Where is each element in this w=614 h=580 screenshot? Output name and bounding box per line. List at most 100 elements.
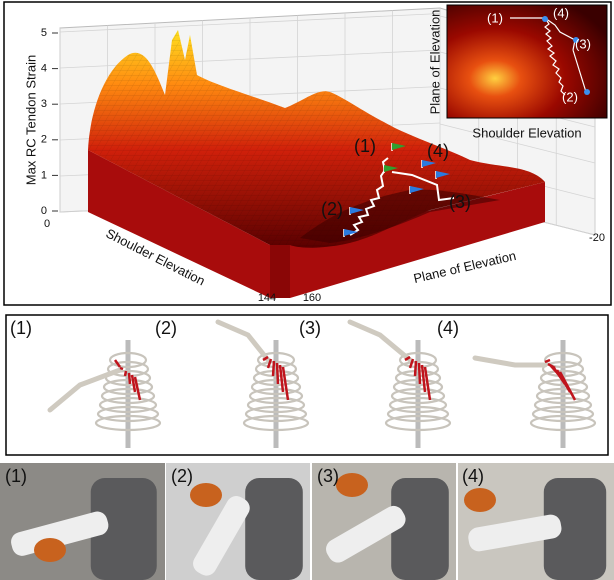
muscle (123, 370, 128, 377)
marker-label: (3) (449, 192, 471, 212)
flag (410, 186, 424, 193)
markers (343, 143, 450, 237)
muscle (119, 366, 124, 371)
muscle (544, 358, 551, 364)
z-tick-label: 4 (41, 63, 47, 75)
inset-y-label: Plane of Elevation (427, 10, 442, 115)
arm (215, 319, 271, 363)
z-tick-label: 3 (41, 98, 47, 110)
muscle (408, 358, 415, 369)
z-tick-label: 1 (41, 169, 47, 181)
muscle (404, 355, 411, 362)
muscle (558, 371, 577, 401)
robot-link (326, 505, 406, 563)
skeleton-label: (2) (155, 318, 177, 338)
z-tick-label: 2 (41, 134, 47, 146)
y-tick-label: 160 (303, 292, 321, 304)
rib (108, 351, 148, 369)
x-tick-label: 144 (258, 292, 276, 304)
rib (390, 387, 446, 405)
trajectory (349, 157, 455, 236)
rib (102, 378, 154, 396)
skeleton (347, 319, 452, 448)
inset-dot (573, 37, 579, 43)
muscle (266, 358, 273, 369)
flag (350, 207, 364, 214)
photo (0, 463, 165, 580)
muscle (130, 374, 137, 393)
rib (248, 387, 304, 405)
rib (252, 369, 300, 387)
robot-joint (190, 483, 222, 507)
rib (531, 405, 595, 423)
photo-label: (1) (5, 466, 27, 486)
photo (166, 463, 310, 580)
skeleton-label: (3) (299, 318, 321, 338)
arm (472, 355, 548, 368)
surface-base-edge (270, 245, 290, 298)
muscle (281, 366, 290, 401)
muscle (127, 372, 132, 385)
photo-label: (2) (171, 466, 193, 486)
rib (98, 396, 158, 414)
marker-label: (1) (354, 136, 376, 156)
inset-heatmap (446, 4, 608, 119)
inset-marker-label: (3) (575, 36, 591, 51)
inset-marker-label: (4) (553, 5, 569, 20)
muscle (417, 362, 422, 385)
panel-frame (3, 1, 612, 306)
rib (392, 378, 444, 396)
skeleton-label: (4) (437, 318, 459, 338)
inset-x-label: Shoulder Elevation (472, 125, 581, 140)
photo (312, 463, 456, 580)
inset-dot (584, 89, 590, 95)
muscle (262, 355, 269, 362)
muscle (420, 364, 427, 393)
robot-joint (336, 473, 368, 497)
muscle (275, 362, 280, 385)
muscle (271, 360, 276, 377)
muscle (423, 366, 432, 401)
person (245, 478, 303, 580)
muscle (278, 364, 285, 393)
surface-base (88, 150, 545, 298)
rib (384, 414, 452, 432)
skeleton-label: (1) (10, 318, 32, 338)
person (543, 478, 607, 580)
rib (244, 405, 308, 423)
rib (94, 414, 162, 432)
z-axis-label: Max RC Tendon Strain (23, 55, 38, 186)
muscle (133, 376, 142, 401)
inset-dot (542, 16, 548, 22)
person (90, 478, 157, 580)
marker-label: (4) (427, 141, 449, 161)
marker-label: (2) (321, 199, 343, 219)
flag (422, 160, 436, 167)
photo-label: (4) (462, 466, 484, 486)
rib (396, 360, 440, 378)
robot-joint (464, 488, 496, 512)
rib (100, 387, 156, 405)
robot-link (193, 496, 250, 576)
muscle (113, 359, 122, 368)
inset-marker-label: (2) (562, 89, 578, 104)
flag (436, 171, 450, 178)
flag (392, 143, 406, 150)
muscle (413, 360, 418, 377)
rib (535, 387, 591, 405)
rib (394, 369, 442, 387)
rib (254, 360, 298, 378)
inset-marker-label: (1) (487, 10, 503, 25)
person (391, 478, 449, 580)
surface-valley (300, 189, 500, 243)
rib (533, 396, 593, 414)
arm (347, 319, 413, 363)
z-tick-label: 0 (41, 205, 47, 217)
rib (242, 414, 310, 432)
rib (106, 360, 150, 378)
rib (96, 405, 160, 423)
photo-label: (3) (317, 466, 339, 486)
y-tick-label: -20 (589, 232, 605, 244)
x-tick-label: 0 (44, 218, 50, 230)
